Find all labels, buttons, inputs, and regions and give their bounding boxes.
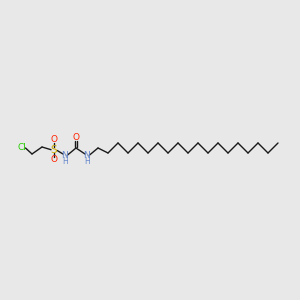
Text: O: O [50,155,58,164]
Text: H: H [62,157,68,166]
Text: H: H [84,157,90,166]
Text: N: N [61,151,68,160]
Text: Cl: Cl [18,143,26,152]
Text: O: O [73,134,80,142]
Text: S: S [51,145,57,155]
Text: O: O [50,136,58,145]
Text: N: N [84,151,90,160]
